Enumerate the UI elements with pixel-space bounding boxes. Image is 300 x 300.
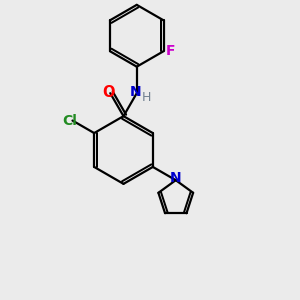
Text: O: O <box>103 85 115 100</box>
Text: F: F <box>165 44 175 58</box>
Text: Cl: Cl <box>63 114 78 128</box>
Text: H: H <box>142 91 151 104</box>
Text: N: N <box>130 85 142 99</box>
Text: N: N <box>170 171 182 185</box>
